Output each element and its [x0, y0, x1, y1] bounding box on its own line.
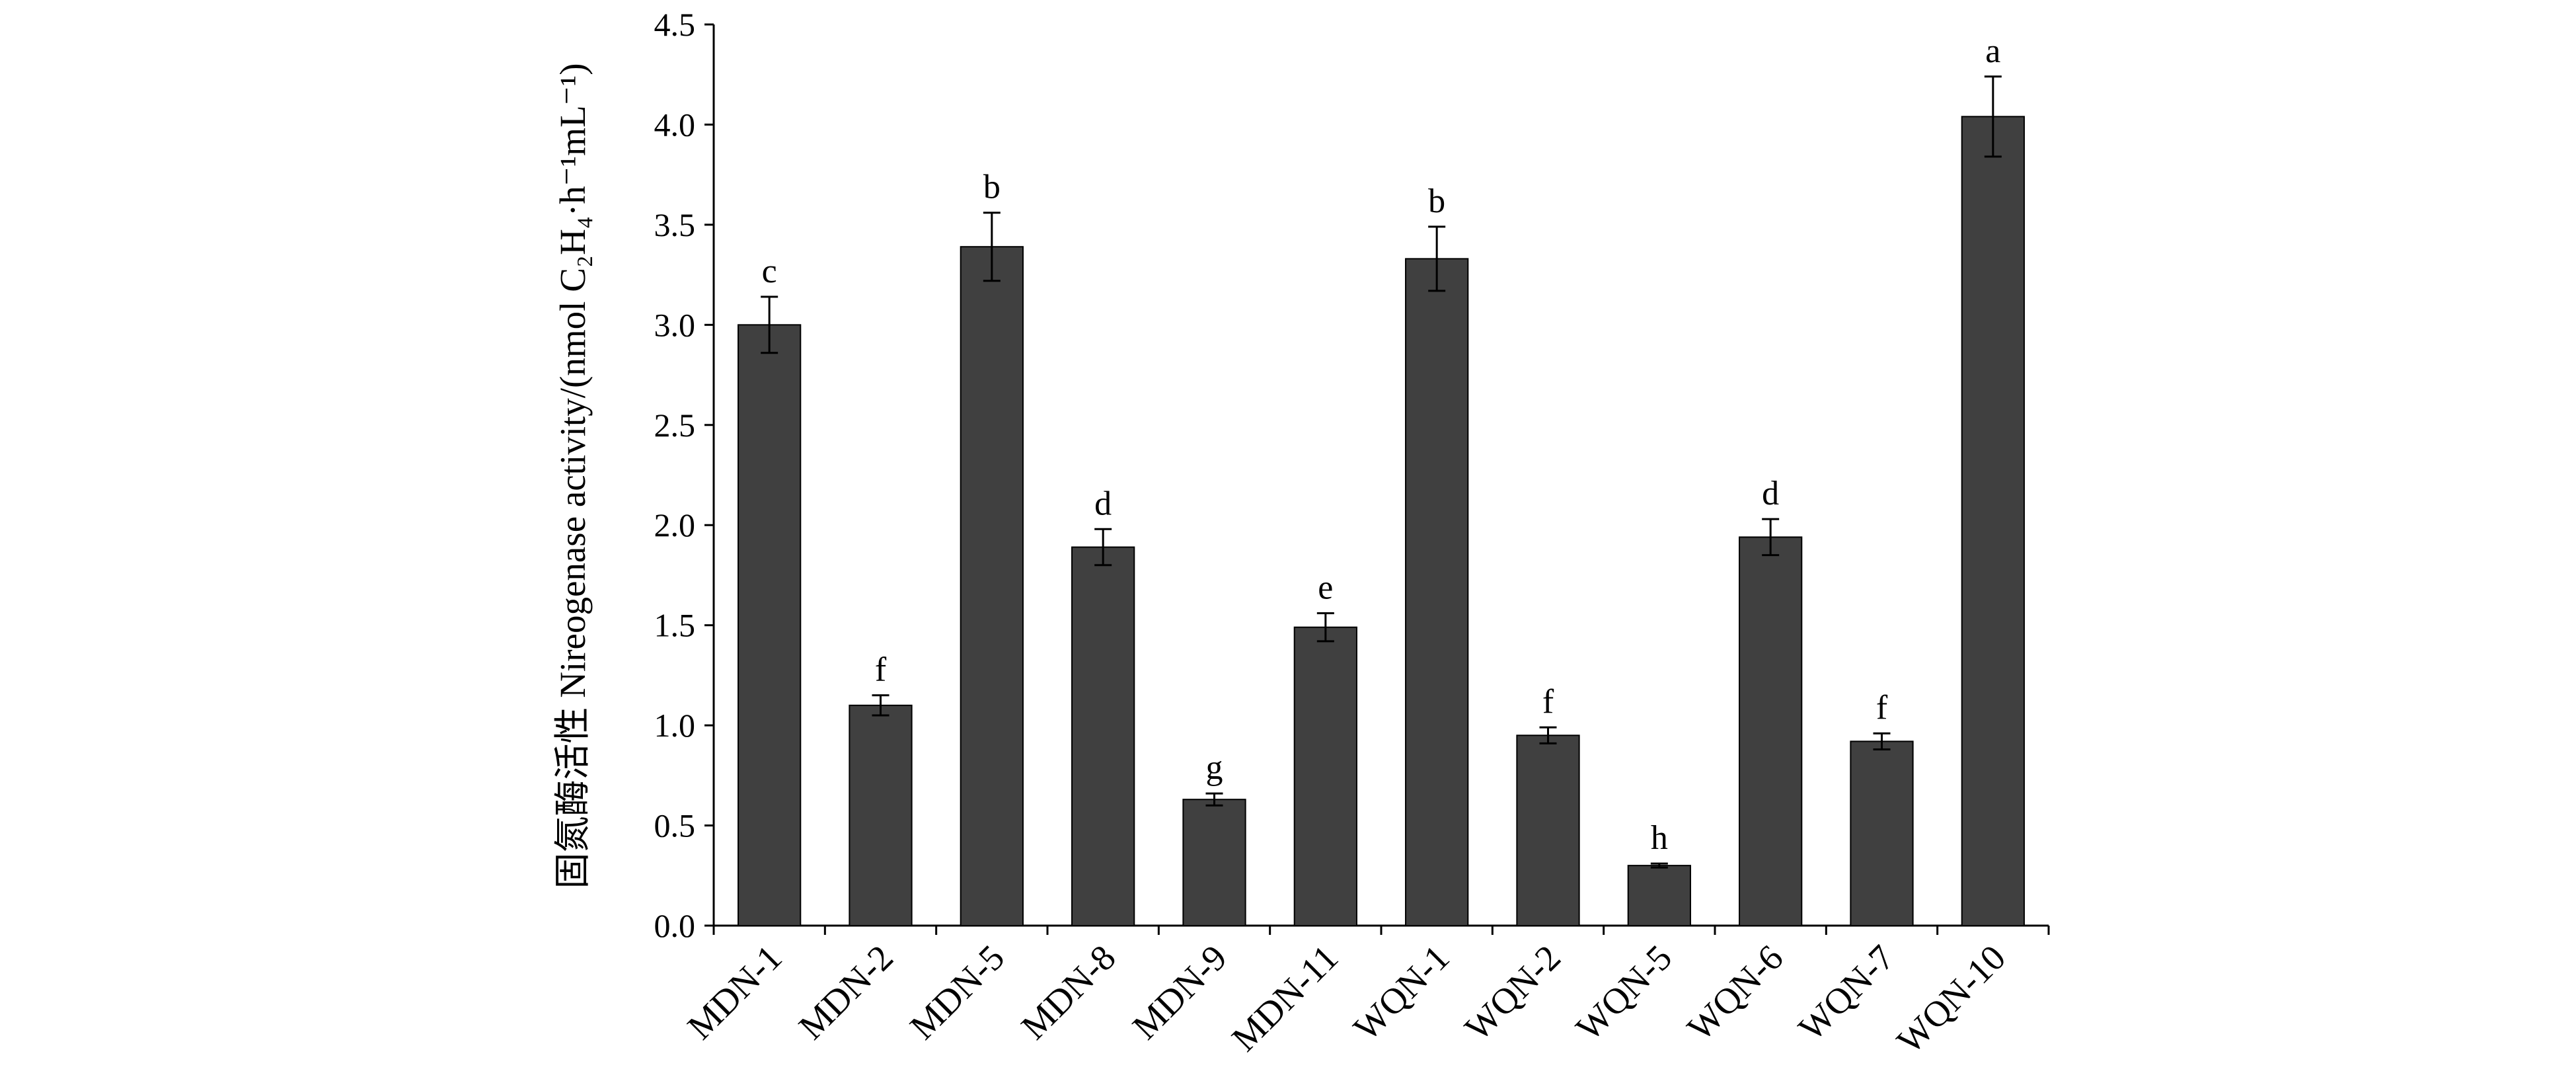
y-tick-label: 4.5 — [654, 6, 696, 43]
significance-letter: d — [1094, 485, 1112, 522]
y-tick-label: 4.0 — [654, 106, 696, 143]
y-tick-label: 2.5 — [654, 407, 696, 444]
significance-letter: f — [1876, 689, 1888, 727]
bar — [960, 246, 1024, 926]
bar — [1182, 799, 1246, 927]
x-tick-label: MDN-5 — [902, 937, 1012, 1047]
significance-letter: g — [1206, 749, 1223, 787]
y-tick-label: 2.0 — [654, 506, 696, 543]
bar — [849, 704, 913, 927]
x-tick-label: MDN-1 — [679, 937, 789, 1047]
significance-letter: f — [875, 651, 887, 689]
bar — [1293, 626, 1357, 926]
significance-letter: d — [1762, 475, 1779, 512]
x-tick-label: MDN-11 — [1224, 937, 1345, 1059]
x-tick-label: MDN-2 — [791, 937, 901, 1047]
x-tick-label: WQN-1 — [1345, 937, 1457, 1048]
bar — [1961, 116, 2025, 927]
significance-letter: e — [1318, 569, 1333, 606]
x-tick-label: MDN-9 — [1125, 937, 1234, 1047]
significance-letter: c — [762, 253, 777, 290]
bar — [1516, 735, 1580, 927]
y-tick-label: 0.0 — [654, 907, 696, 944]
x-tick-label: WQN-10 — [1889, 937, 2013, 1061]
bar — [1627, 865, 1691, 926]
x-tick-label: WQN-2 — [1457, 937, 1568, 1048]
bar — [1071, 546, 1135, 926]
significance-letter: h — [1651, 819, 1668, 857]
bar — [1739, 536, 1803, 926]
significance-letter: b — [1428, 182, 1445, 220]
y-tick-label: 0.5 — [654, 807, 696, 844]
y-axis-title: 固氮酶活性 Nireogenase activity/(nmol C₂H₄·h⁻… — [552, 63, 593, 889]
x-tick-label: WQN-7 — [1791, 937, 1902, 1048]
bar — [738, 324, 802, 927]
y-tick-label: 3.0 — [654, 306, 696, 343]
bar — [1405, 258, 1469, 926]
significance-letter: b — [983, 169, 1001, 206]
y-tick-label: 3.5 — [654, 206, 696, 243]
x-tick-label: MDN-8 — [1013, 937, 1123, 1047]
x-tick-label: WQN-6 — [1679, 937, 1790, 1048]
x-tick-label: WQN-5 — [1568, 937, 1679, 1048]
significance-letter: f — [1542, 683, 1554, 721]
y-tick-label: 1.0 — [654, 707, 696, 744]
bar — [1850, 740, 1914, 926]
y-tick-label: 1.5 — [654, 607, 696, 644]
significance-letter: a — [1985, 32, 2000, 70]
